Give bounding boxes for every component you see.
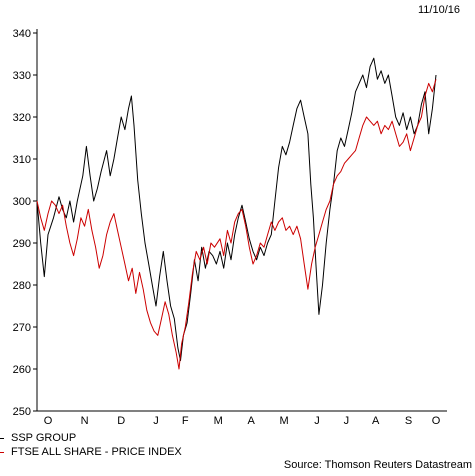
- x-tick-label: J: [153, 415, 159, 427]
- legend-item-ssp: SSP GROUP: [0, 432, 76, 445]
- legend-swatch-ftse: [0, 452, 4, 453]
- date-label: 11/10/16: [417, 4, 460, 16]
- series-line-0: [36, 57, 437, 362]
- y-tick-label: 270: [13, 322, 31, 334]
- y-tick-label: 310: [13, 154, 31, 166]
- legend-label-ssp: SSP GROUP: [11, 432, 77, 444]
- axes: 250 260 270 280 290 300 310 320 330 340 O N D J F M A M J J…: [13, 28, 447, 427]
- series-line-1: [36, 79, 437, 370]
- legend-label-ftse: FTSE ALL SHARE - PRICE INDEX: [11, 446, 182, 458]
- y-tick-label: 290: [13, 238, 31, 250]
- x-tick-label: M: [214, 415, 223, 427]
- x-tick-label: O: [44, 415, 53, 427]
- y-tick-label: 320: [13, 112, 31, 124]
- y-tick-label: 250: [13, 406, 31, 418]
- x-tick-label: J: [314, 415, 320, 427]
- y-tick-label: 280: [13, 280, 31, 292]
- x-tick-label: M: [280, 415, 289, 427]
- y-tick-label: 340: [13, 28, 31, 40]
- legend-item-ftse: FTSE ALL SHARE - PRICE INDEX: [0, 446, 182, 459]
- x-tick-label: O: [432, 415, 441, 427]
- y-tick-label: 300: [13, 196, 31, 208]
- x-tick-label: S: [405, 415, 412, 427]
- x-tick-label: F: [182, 415, 189, 427]
- series-layer: [36, 57, 437, 370]
- x-tick-label: J: [344, 415, 350, 427]
- legend-swatch-ssp: [0, 438, 4, 439]
- y-tick-label: 330: [13, 70, 31, 82]
- x-tick-label: N: [81, 415, 89, 427]
- source-label: Source: Thomson Reuters Datastream: [283, 459, 472, 471]
- y-tick-label: 260: [13, 364, 31, 376]
- x-tick-label: A: [247, 415, 255, 427]
- x-tick-label: D: [117, 415, 125, 427]
- x-tick-label: A: [372, 415, 380, 427]
